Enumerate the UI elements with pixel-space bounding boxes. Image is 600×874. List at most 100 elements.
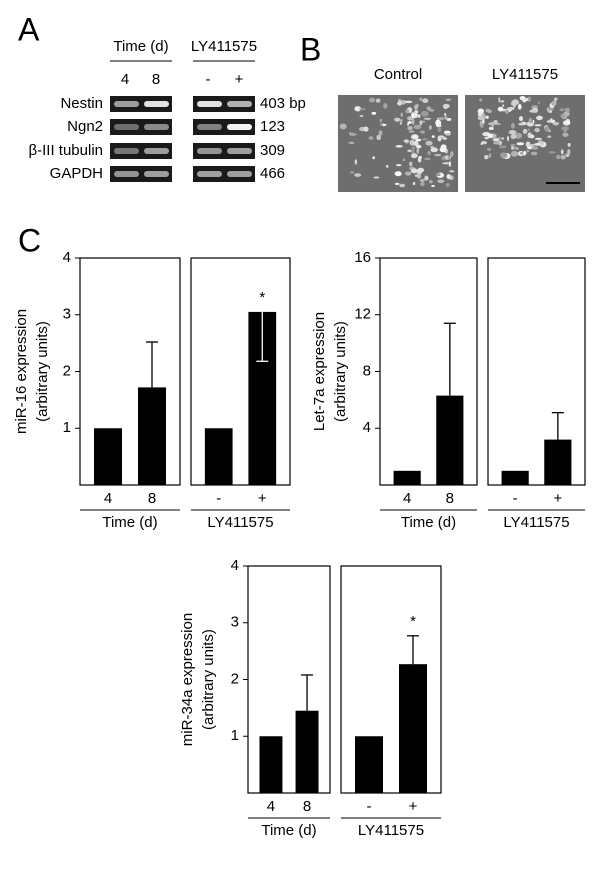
cell [371,111,377,115]
cell [500,100,505,103]
bar [94,428,122,485]
cell [394,182,400,185]
cell [403,139,409,143]
cell [559,108,565,112]
plot-frame [190,257,291,486]
cell [505,109,509,115]
cell [372,156,375,160]
cell [498,145,507,149]
cell [404,171,412,176]
cell [538,101,541,105]
lane-label: 8 [152,71,160,88]
y-tick-label: 3 [63,306,71,323]
cell [564,107,570,113]
cell [380,123,383,126]
cell [430,147,438,153]
cell [551,100,557,106]
significance: * [410,613,416,630]
cell [439,146,447,153]
cell [407,121,413,124]
cell [488,126,494,130]
cell [352,133,357,136]
gel-band [114,101,139,107]
gel-band [114,124,139,130]
cell [498,96,501,103]
cell [548,151,556,154]
cell [354,106,362,112]
cell [420,181,425,187]
cell [513,104,516,108]
cell [394,117,401,122]
y-tick-label: 8 [363,362,371,379]
cell [412,119,415,125]
cell [434,153,442,157]
cell [445,98,452,101]
cell [530,151,538,156]
cell [480,123,484,128]
cell [479,98,483,102]
cell [339,123,347,130]
x-tick-label: 8 [446,490,454,507]
cell [448,155,451,160]
cell [507,106,515,111]
cell [510,134,517,139]
cell [560,113,564,119]
cell [421,138,428,141]
cell [484,136,489,140]
y-tick-label: 4 [63,249,71,266]
cell [423,117,432,120]
bar [544,439,572,485]
cell [488,122,495,126]
cell [395,145,403,148]
cell [547,135,552,138]
cell [435,173,441,177]
gene-label: Ngn2 [67,118,103,135]
cell [477,108,484,114]
cell [565,118,570,125]
cell [510,143,516,147]
gene-label: GAPDH [50,165,103,182]
gel-strip [193,166,255,182]
cell [534,137,543,141]
bar [399,664,427,793]
cell [412,181,416,186]
cell [561,126,570,131]
gel-band [144,124,169,130]
cell [348,141,355,145]
cell [409,161,413,167]
cell [552,121,560,126]
y-axis-note: (arbitrary units) [34,321,51,422]
cell [563,114,566,120]
cell [422,98,429,104]
size-label: 403 bp [260,95,306,112]
bar [295,710,319,793]
cell [349,131,352,136]
gel-strip [110,143,172,159]
cell [407,149,413,152]
cell [417,114,421,119]
x-tick-label: 4 [403,490,411,507]
cell [527,128,530,132]
cell [446,118,452,121]
gel-band [227,124,252,130]
cell [565,154,570,157]
cell [517,103,522,110]
cell [487,133,494,139]
cell [562,132,569,137]
bar [355,736,383,793]
cell [420,110,429,117]
bar [204,428,233,485]
cell [480,142,483,146]
image-label: LY411575 [492,66,558,83]
cell [510,122,515,129]
cell [492,138,500,142]
cell [419,178,426,182]
gel-strip [193,96,255,112]
cell [501,137,505,140]
cell [413,140,419,146]
cell [507,136,510,142]
cell [534,127,540,133]
x-axis-label: Time (d) [261,822,316,839]
y-tick-label: 2 [63,362,71,379]
